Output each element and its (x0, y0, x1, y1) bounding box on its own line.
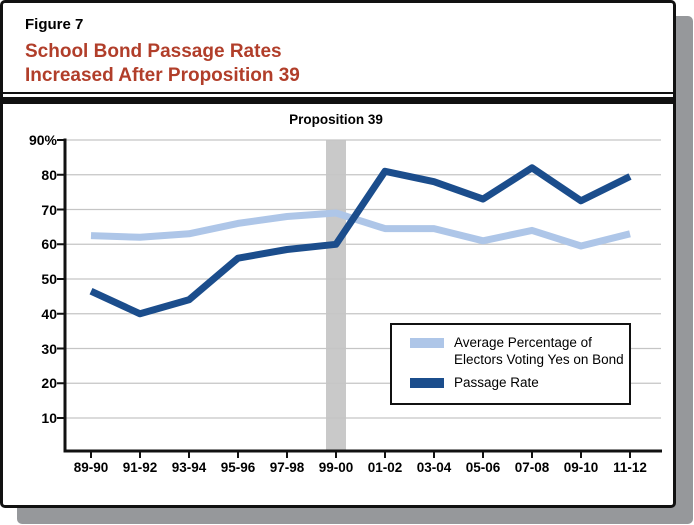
legend-label-passage-rate: Passage Rate (454, 375, 539, 390)
x-axis-label: 11-12 (613, 460, 647, 475)
x-axis-label: 97-98 (269, 460, 305, 475)
y-axis-label: 10 (41, 410, 57, 426)
x-axis-label: 89-90 (73, 460, 109, 475)
series-line-avg-yes (90, 209, 631, 250)
x-axis-label: 95-96 (220, 460, 256, 475)
figure-number: Figure 7 (25, 16, 84, 33)
legend-item-avg-yes: Average Percentage of Electors Voting Ye… (410, 334, 629, 368)
x-axis-label: 01-02 (367, 460, 403, 475)
figure-title: School Bond Passage Rates Increased Afte… (25, 40, 653, 88)
legend-swatch-dark-blue (410, 378, 444, 388)
y-axis-label: 20 (41, 375, 57, 392)
header-divider-bar (3, 97, 673, 104)
figure-title-line2: Increased After Proposition 39 (25, 65, 300, 86)
figure-header: Figure 7 School Bond Passage Rates Incre… (3, 3, 673, 94)
legend-label-avg-yes: Average Percentage of Electors Voting Ye… (454, 335, 624, 367)
y-axis-label: 90% (28, 132, 57, 148)
x-axis-label: 09-10 (563, 460, 599, 475)
figure-card: Figure 7 School Bond Passage Rates Incre… (0, 0, 676, 508)
figure-title-line1: School Bond Passage Rates (25, 41, 282, 62)
proposition-39-band (326, 140, 346, 451)
x-axis-label: 03-04 (416, 460, 452, 475)
x-axis-label: 91-92 (122, 460, 158, 475)
proposition-39-annotation: Proposition 39 (289, 112, 383, 127)
y-axis-label: 40 (41, 305, 57, 322)
legend-item-passage-rate: Passage Rate (410, 374, 629, 391)
y-axis-label: 50 (41, 271, 57, 287)
y-axis-label: 80 (41, 166, 57, 183)
y-axis-label: 70 (41, 201, 57, 218)
chart-legend: Average Percentage of Electors Voting Ye… (390, 323, 631, 405)
plot-canvas (57, 138, 662, 458)
line-chart: Proposition 39 90% 80 70 60 50 40 30 20 10 89-90… (3, 104, 673, 500)
series-line-passage-rate (89, 164, 632, 318)
y-axis-label: 30 (41, 340, 57, 357)
y-axis-label: 60 (41, 236, 57, 253)
x-axis-label: 07-08 (514, 460, 550, 475)
x-axis-label: 93-94 (171, 460, 207, 475)
legend-swatch-light-blue (410, 338, 444, 348)
x-axis-label: 99-00 (318, 460, 354, 475)
x-axis-label: 05-06 (465, 460, 501, 475)
